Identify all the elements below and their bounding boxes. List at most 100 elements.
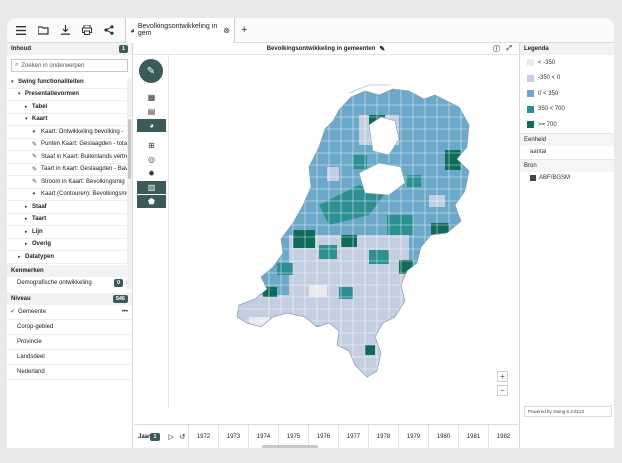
chevron-down-icon[interactable]: ▾ — [25, 116, 28, 123]
reset-icon[interactable]: ↺ — [179, 433, 186, 441]
legend-item: >= 700 — [520, 117, 614, 133]
year-item[interactable]: 1979 — [397, 424, 428, 448]
settings-gear-icon[interactable]: ✹ — [148, 169, 155, 178]
tree-item-label: Kaart (Contouren): Bevolkingsme — [41, 191, 130, 198]
map-layers-icon[interactable]: ▥ — [137, 181, 166, 194]
tree-item[interactable]: ▸ Staaf — [7, 201, 132, 214]
map-title-bar: Bevolkingsontwikkeling in gemeenten ✎ ⓘ … — [134, 43, 518, 55]
tree-item[interactable]: ◕ Kaart (Contouren): Bevolkingsme — [7, 189, 132, 201]
add-tab-button[interactable]: + — [241, 24, 248, 36]
bron-value: ABF/BGSM — [539, 175, 571, 181]
play-icon[interactable]: ▷ — [168, 433, 174, 441]
year-item[interactable]: 1982 — [487, 424, 518, 448]
tree-item[interactable]: ▾ Swing functionaliteiten — [7, 76, 132, 89]
bron-header: Bron — [520, 158, 614, 172]
map-icon: ◕ — [32, 128, 36, 135]
niveau-item[interactable]: Nederland — [7, 365, 132, 380]
zoom-in-button[interactable]: + — [497, 371, 508, 382]
chevron-right-icon[interactable]: ▸ — [25, 216, 28, 223]
source-logo-icon — [530, 175, 536, 181]
map-canvas[interactable]: + − — [168, 55, 516, 408]
tree-item-label: Kaart — [32, 116, 48, 123]
year-item[interactable]: 1974 — [247, 424, 278, 448]
fullscreen-icon[interactable]: ⤢ — [506, 44, 512, 52]
kenmerken-item[interactable]: Demografische ontwikkeling 0 › — [7, 277, 132, 290]
year-item[interactable]: 1972 — [187, 424, 218, 448]
legend-swatch — [527, 90, 534, 98]
map-panel: Bevolkingsontwikkeling in gemeenten ✎ ⓘ … — [134, 43, 518, 448]
niveau-item[interactable]: Landsdeel — [7, 350, 132, 365]
share-icon[interactable] — [101, 22, 117, 38]
tree-item[interactable]: ✎ Taart in Kaart: Geslaagden - Bave — [7, 164, 132, 176]
tag-icon[interactable]: ⬟ — [137, 195, 166, 208]
tree-item[interactable]: ▸ Overig — [7, 239, 132, 251]
year-item[interactable]: 1980 — [427, 424, 458, 448]
year-item[interactable]: 1975 — [277, 424, 308, 448]
chart-icon: ✎ — [32, 141, 38, 148]
niveau-item[interactable]: Corop-gebied — [7, 320, 132, 335]
tree-item[interactable]: ▸ Lijn — [7, 226, 132, 239]
edit-fab-button[interactable]: ✎ — [139, 59, 163, 83]
top-toolbar: ◕ Bevolkingsontwikkeling in gem ⊗ + — [7, 18, 614, 43]
tree-item[interactable]: ✎ Stroom in Kaart: Bevolkingsmig — [7, 176, 132, 189]
netherlands-choropleth-map[interactable] — [169, 55, 517, 408]
chart-icon: ✎ — [32, 166, 38, 173]
chevron-right-icon[interactable]: ▸ — [18, 253, 21, 260]
tree-item[interactable]: ✎ Punten Kaart: Geslaagden - total — [7, 139, 132, 151]
legend-title: Legenda — [520, 43, 614, 55]
print-icon[interactable] — [79, 22, 95, 38]
tree-scrollbar-thumb[interactable] — [128, 119, 131, 179]
year-item[interactable]: 1977 — [337, 424, 368, 448]
year-item[interactable]: 1978 — [367, 424, 398, 448]
left-panel: Inhoud 1 ⌕ Zoeken in onderwerpen ▾ Swing … — [7, 43, 133, 448]
tab-bevolkingsontwikkeling[interactable]: ◕ Bevolkingsontwikkeling in gem ⊗ — [125, 18, 235, 43]
tree-item[interactable]: ✎ Staaf in Kaart: Buitenlands vertre — [7, 151, 132, 164]
globe-icon: ◕ — [130, 25, 135, 35]
chevron-right-icon[interactable]: ▸ — [25, 103, 28, 110]
tree-item[interactable]: ◕ Kaart: Ontwikkeling bevolking - — [7, 126, 132, 139]
map-view-icon[interactable]: ◕ — [137, 119, 166, 132]
map-title: Bevolkingsontwikkeling in gemeenten — [266, 45, 376, 52]
menu-icon[interactable] — [13, 22, 29, 38]
tree-item-label: Taart in Kaart: Geslaagden - Bave — [41, 166, 132, 173]
folder-open-icon[interactable] — [35, 22, 51, 38]
timeline-scrollbar-thumb[interactable] — [262, 445, 318, 448]
edit-title-icon[interactable]: ✎ — [379, 45, 386, 53]
tree-item[interactable]: ▸ Taart — [7, 214, 132, 226]
close-tab-icon[interactable]: ⊗ — [223, 25, 230, 35]
tab-label: Bevolkingsontwikkeling in gem — [137, 23, 218, 37]
grid-view-icon[interactable]: ▤ — [147, 107, 156, 116]
chevron-down-icon[interactable]: ▾ — [18, 91, 21, 98]
tree-scrollbar[interactable] — [127, 79, 132, 289]
tree-item-label: Kaart: Ontwikkeling bevolking - — [41, 128, 124, 135]
info-icon[interactable]: ⓘ — [493, 45, 500, 53]
palette-icon[interactable]: ◎ — [148, 155, 155, 164]
tree-item-label: Taart — [32, 216, 47, 223]
tree-item[interactable]: ▾ Kaart — [7, 114, 132, 126]
tree-item-label: Stroom in Kaart: Bevolkingsmig — [41, 178, 125, 185]
chevron-right-icon[interactable]: ▸ — [25, 228, 28, 235]
niveau-title: Niveau — [11, 295, 31, 302]
chevron-right-icon[interactable]: ▸ — [25, 203, 28, 210]
timeline-label: Jaar — [138, 433, 151, 440]
more-options-icon[interactable]: ••• — [121, 308, 128, 315]
add-panel-icon[interactable]: ⊞ — [148, 141, 155, 150]
timeline-label-group: Jaar 1 — [134, 432, 166, 441]
year-item[interactable]: 1973 — [217, 424, 248, 448]
table-view-icon[interactable]: ▦ — [147, 93, 156, 102]
tree-item[interactable]: ▸ Datatypen — [7, 251, 132, 264]
niveau-item[interactable]: Provincie — [7, 335, 132, 350]
chevron-right-icon[interactable]: ▸ — [25, 241, 28, 248]
year-item[interactable]: 1976 — [307, 424, 338, 448]
zoom-out-button[interactable]: − — [497, 385, 508, 396]
chevron-down-icon[interactable]: ▾ — [11, 78, 14, 85]
tree-item-label: Tabel — [32, 103, 48, 110]
eenheid-value: aantal — [530, 149, 547, 155]
tree-item[interactable]: ▸ Tabel — [7, 101, 132, 114]
niveau-item-label: Gemeente — [18, 308, 47, 315]
download-icon[interactable] — [57, 22, 73, 38]
niveau-item[interactable]: ✓ Gemeente ••• — [7, 305, 132, 320]
search-input[interactable]: ⌕ Zoeken in onderwerpen — [11, 59, 128, 72]
year-item[interactable]: 1981 — [457, 424, 488, 448]
tree-item[interactable]: ▾ Presentatievormen — [7, 89, 132, 101]
